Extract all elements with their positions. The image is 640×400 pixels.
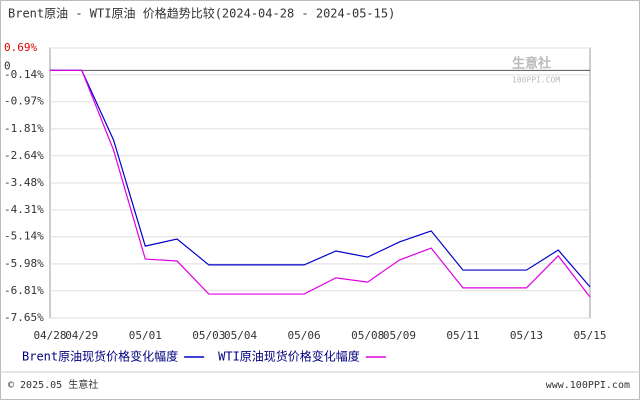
y-tick-label: -0.97% <box>4 95 44 108</box>
watermark: 生意社 <box>512 56 551 72</box>
x-tick-label: 05/08 <box>351 329 384 342</box>
x-tick-label: 05/01 <box>129 329 162 342</box>
y-tick-label: -6.81% <box>4 284 44 297</box>
y-tick-label: -0.14% <box>4 68 44 81</box>
legend-label: WTI原油现货价格变化幅度 <box>218 349 360 364</box>
x-tick-label: 05/09 <box>383 329 416 342</box>
legend-label: Brent原油现货价格变化幅度 <box>22 349 178 364</box>
footer-left: © 2025.05 生意社 <box>8 378 98 391</box>
y-tick-label: 0.69% <box>4 41 37 54</box>
footer-right: www.100PPI.com <box>546 380 630 391</box>
x-tick-label: 05/11 <box>446 329 479 342</box>
chart-title: Brent原油 - WTI原油 价格趋势比较(2024-04-28 - 2024… <box>8 6 395 21</box>
y-tick-label: -7.65% <box>4 311 44 324</box>
y-tick-label: -3.48% <box>4 176 44 189</box>
x-tick-label: 04/28 <box>33 329 66 342</box>
x-tick-label: 05/03 <box>192 329 225 342</box>
zero-label: 0 <box>4 59 11 72</box>
x-tick-label: 05/04 <box>224 329 257 342</box>
line <box>50 69 591 288</box>
y-tick-label: -1.81% <box>4 122 44 135</box>
x-tick-label: 05/13 <box>510 329 543 342</box>
y-tick-label: -2.64% <box>4 149 44 162</box>
y-tick-label: -4.31% <box>4 203 44 216</box>
watermark: 100PPI.COM <box>512 76 560 85</box>
y-tick-label: -5.98% <box>4 257 44 270</box>
line <box>50 69 591 298</box>
x-tick-label: 04/29 <box>65 329 98 342</box>
x-tick-label: 05/06 <box>288 329 321 342</box>
x-tick-label: 05/15 <box>573 329 606 342</box>
y-tick-label: -5.14% <box>4 230 44 243</box>
